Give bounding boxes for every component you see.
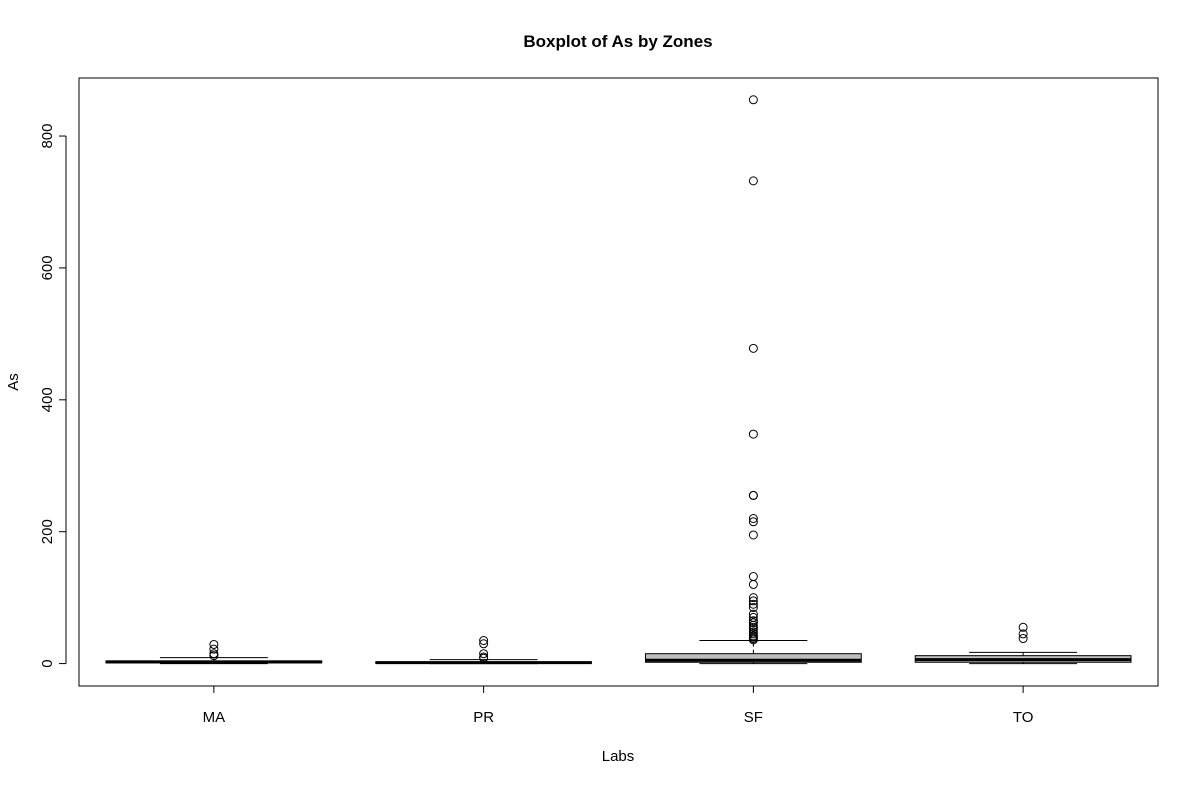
outlier-point	[209, 649, 219, 659]
outlier-point	[748, 514, 758, 524]
outlier-point	[479, 652, 489, 662]
outlier-point	[748, 343, 758, 353]
y-tick-label: 600	[39, 255, 56, 280]
x-tick-label: TO	[1013, 709, 1034, 726]
outlier-point	[748, 599, 758, 609]
box-to	[914, 622, 1132, 665]
outlier-point	[209, 639, 219, 649]
outlier-point	[748, 530, 758, 540]
outlier-point	[748, 579, 758, 589]
x-tick-label: MA	[203, 709, 226, 726]
outlier-point	[748, 596, 758, 606]
outlier-point	[748, 490, 758, 500]
x-tick-label: SF	[744, 709, 763, 726]
outlier-point	[748, 572, 758, 582]
y-axis-label: As	[5, 373, 22, 391]
outlier-point	[479, 639, 489, 649]
x-axis: MA PR SF TO	[203, 685, 1034, 726]
outlier-point	[209, 644, 219, 654]
y-axis: 0 200 400 600 800	[39, 124, 67, 668]
y-tick-label: 200	[39, 519, 56, 544]
outlier-point	[479, 635, 489, 645]
outlier-point	[748, 176, 758, 186]
y-tick-label: 0	[39, 659, 56, 667]
outlier-point	[1018, 634, 1028, 644]
outlier-point	[748, 612, 758, 622]
chart-title: Boxplot of As by Zones	[523, 32, 712, 51]
box-body	[644, 653, 862, 663]
outlier-point	[479, 649, 489, 659]
outlier-point	[748, 616, 758, 626]
outlier-point	[748, 603, 758, 613]
outlier-point	[1018, 622, 1028, 632]
outlier-point	[1018, 629, 1028, 639]
outlier-point	[748, 593, 758, 603]
outlier-point	[748, 609, 758, 619]
x-axis-label: Labs	[602, 748, 635, 765]
y-tick-label: 800	[39, 124, 56, 149]
box-pr	[375, 635, 593, 665]
boxes	[105, 95, 1132, 665]
plot-frame	[78, 77, 1159, 687]
outlier-point	[748, 95, 758, 105]
x-tick-label: PR	[473, 709, 494, 726]
outlier-point	[748, 429, 758, 439]
box-sf	[644, 95, 862, 665]
y-tick-label: 400	[39, 387, 56, 412]
outlier-point	[748, 517, 758, 527]
box-ma	[105, 639, 323, 665]
outlier-point	[748, 627, 758, 637]
